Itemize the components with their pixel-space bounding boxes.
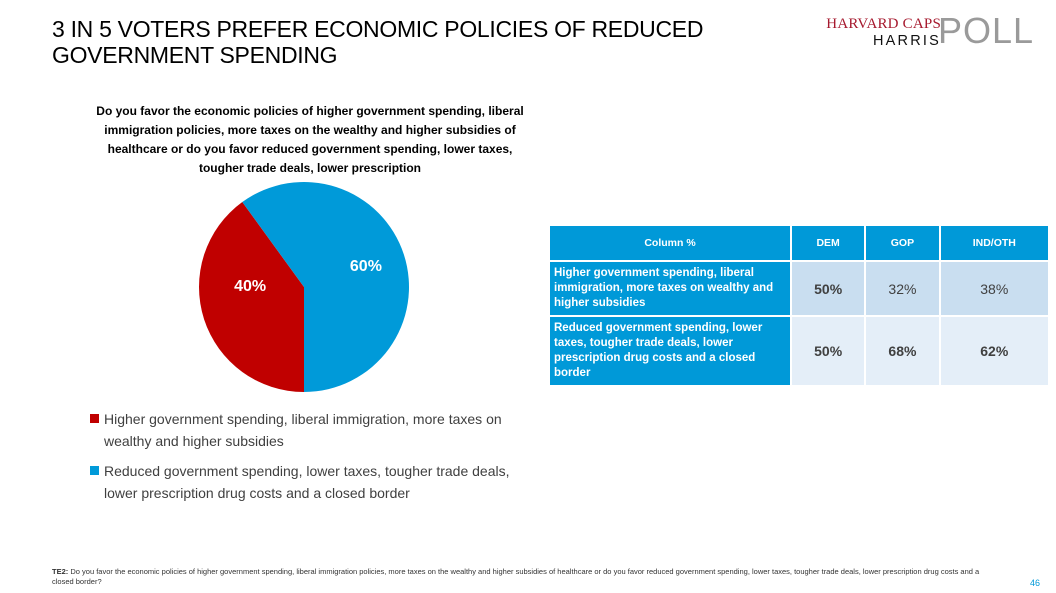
- cell-gop: 68%: [864, 315, 941, 387]
- logo-harvard-caps: HARVARD CAPS: [826, 16, 941, 32]
- header-gop: GOP: [864, 224, 941, 262]
- title-line-2: GOVERNMENT SPENDING: [52, 42, 338, 68]
- pie-data-label-0: 40%: [234, 278, 266, 295]
- legend-label: Higher government spending, liberal immi…: [104, 411, 502, 449]
- pie-chart: 40% 60%: [199, 182, 410, 392]
- cell-dem: 50%: [789, 315, 867, 387]
- legend-item-higher-spending: Higher government spending, liberal immi…: [90, 408, 540, 452]
- cell-ind-oth: 62%: [938, 315, 1051, 387]
- chart-legend: Higher government spending, liberal immi…: [90, 408, 540, 512]
- crosstab-table: Column % DEM GOP IND/OTH Higher governme…: [548, 224, 1051, 387]
- page-number: 46: [1029, 578, 1040, 588]
- cell-dem: 50%: [789, 260, 867, 317]
- pie-slice-1: [242, 182, 410, 392]
- question-code: TE2:: [52, 567, 69, 576]
- table-header-row: Column % DEM GOP IND/OTH: [548, 224, 1051, 262]
- legend-swatch-red: [90, 414, 99, 423]
- row-label: Higher government spending, liberal immi…: [548, 260, 792, 317]
- chart-title: Do you favor the economic policies of hi…: [96, 104, 524, 175]
- cell-gop: 32%: [864, 260, 941, 317]
- footnote-text: Do you favor the economic policies of hi…: [52, 567, 980, 586]
- table-row: Reduced government spending, lower taxes…: [548, 315, 1051, 387]
- legend-item-reduced-spending: Reduced government spending, lower taxes…: [90, 460, 540, 504]
- logo-poll: POLL: [937, 10, 1034, 51]
- logo-harris: HARRIS: [873, 33, 941, 49]
- table-row: Higher government spending, liberal immi…: [548, 260, 1051, 317]
- header-ind-oth: IND/OTH: [938, 224, 1051, 262]
- header-dem: DEM: [789, 224, 867, 262]
- pie-data-label-1: 60%: [350, 258, 382, 275]
- title-line-1: 3 IN 5 VOTERS PREFER ECONOMIC POLICIES O…: [52, 16, 704, 42]
- header-column-pct: Column %: [548, 224, 792, 262]
- harvard-caps-harris-poll-logo: HARVARD CAPS HARRIS POLL: [814, 10, 1034, 51]
- legend-label: Reduced government spending, lower taxes…: [104, 463, 510, 501]
- page-title: 3 IN 5 VOTERS PREFER ECONOMIC POLICIES O…: [52, 16, 752, 68]
- cell-ind-oth: 38%: [938, 260, 1051, 317]
- row-label: Reduced government spending, lower taxes…: [548, 315, 792, 387]
- footnote: TE2: Do you favor the economic policies …: [52, 567, 992, 587]
- pie-slice-0: [199, 202, 304, 392]
- legend-swatch-blue: [90, 466, 99, 475]
